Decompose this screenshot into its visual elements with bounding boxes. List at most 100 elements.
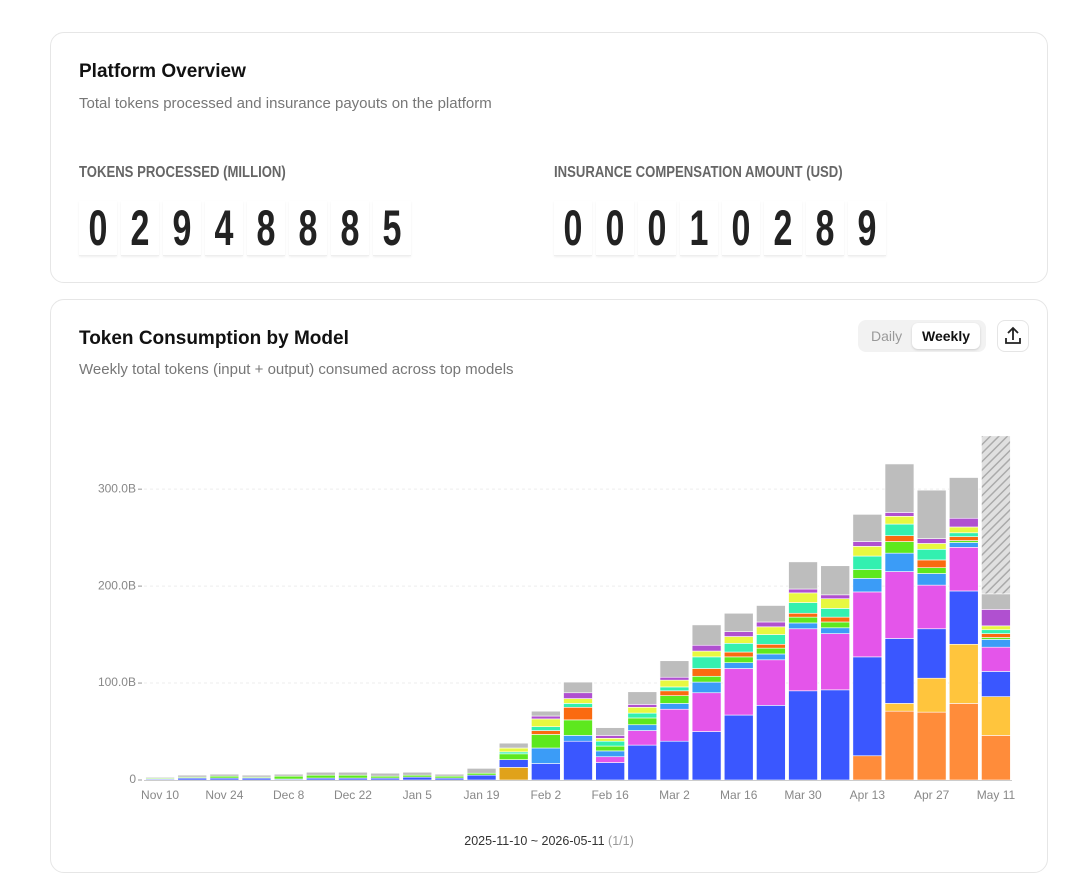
subtitle: Weekly total tokens (input + output) con…	[79, 361, 514, 378]
x-tick-label: Nov 10	[141, 788, 179, 802]
bar-segment	[145, 776, 175, 779]
digit: 4	[205, 201, 243, 256]
bar-segment	[498, 747, 529, 753]
bar-segment	[273, 773, 304, 777]
bar-segment	[595, 745, 625, 752]
x-tick-label: Feb 16	[591, 788, 629, 802]
subtitle: Total tokens processed and insurance pay…	[79, 95, 492, 112]
bar-segment	[627, 717, 658, 726]
bar-segment	[338, 774, 368, 779]
toggle-weekly[interactable]: Weekly	[912, 323, 980, 349]
x-tick-label: Feb 2	[531, 788, 562, 802]
digit-text: 2	[773, 200, 793, 256]
bar-segment	[820, 621, 850, 629]
bar-segment	[981, 609, 1011, 627]
bar-segment	[563, 681, 593, 694]
digit: 1	[680, 201, 718, 256]
bar-segment	[756, 634, 786, 645]
bar-segment	[949, 703, 979, 781]
bar-segment	[756, 653, 786, 661]
bar-segment	[820, 633, 850, 691]
bar-segment	[916, 489, 947, 539]
bar-segment	[595, 735, 625, 739]
bar-segment	[723, 656, 754, 663]
bar-segment	[691, 675, 722, 683]
bar-segment	[563, 703, 593, 708]
bar-segment	[884, 523, 915, 536]
bar-segment	[916, 559, 947, 568]
bar-segment	[756, 621, 786, 628]
bar-segment	[498, 742, 529, 749]
digit: 0	[554, 201, 592, 256]
x-tick-label: May 11	[977, 788, 1016, 802]
bar-segment	[531, 710, 561, 717]
x-tick-label: Jan 19	[464, 788, 500, 802]
bar-segment	[563, 735, 593, 742]
bar-segment	[916, 538, 947, 544]
page-indicator: (1/1)	[608, 834, 634, 848]
export-button[interactable]	[997, 320, 1029, 352]
digit: 2	[121, 201, 159, 256]
bar-segment	[691, 681, 722, 694]
digit-text: 0	[563, 200, 583, 256]
bar-segment	[595, 727, 625, 736]
bar-segment	[531, 715, 561, 720]
bar-segment	[723, 662, 754, 669]
digit: 5	[373, 201, 411, 256]
bar-segment	[659, 679, 690, 688]
bar-segment	[659, 686, 690, 692]
bar-segment	[338, 771, 368, 776]
bar-segment	[852, 578, 883, 593]
bar-segment	[884, 463, 915, 513]
x-tick-label: Jan 5	[403, 788, 433, 802]
bar-segment	[306, 774, 336, 779]
bar-segment	[788, 561, 818, 590]
bar-segment	[498, 753, 529, 760]
digit-text: 0	[731, 200, 751, 256]
bar-segment	[852, 514, 883, 542]
range-text: 2025-11-10 ~ 2026-05-11	[464, 834, 605, 848]
bar-segment	[627, 706, 658, 714]
bar-segment	[756, 643, 786, 649]
bar-segment	[852, 656, 883, 757]
toggle-daily[interactable]: Daily	[871, 328, 903, 344]
bar-segment	[852, 546, 883, 557]
bar-segment	[949, 590, 979, 645]
bar-segment	[659, 660, 690, 678]
bar-segment	[916, 567, 947, 574]
bar-segment	[981, 671, 1011, 697]
bar-segment	[852, 591, 883, 658]
x-tick-label: Mar 2	[659, 788, 690, 802]
bar-segment	[981, 735, 1011, 781]
bar-segment	[981, 639, 1011, 648]
bar-segment	[884, 571, 915, 639]
bar-segment	[981, 633, 1011, 638]
y-tick-label: 300.0B	[98, 481, 136, 495]
bar-segment	[723, 714, 754, 781]
bar-segment	[627, 691, 658, 705]
digit-text: 1	[689, 200, 709, 256]
y-tick-label: 200.0B	[98, 578, 136, 592]
bar-segment	[981, 629, 1011, 634]
bar-segment	[852, 555, 883, 570]
digit-text: 8	[340, 200, 360, 256]
bar-segment	[659, 740, 690, 781]
digit: 8	[331, 201, 369, 256]
bar-segment	[884, 512, 915, 517]
bar-segment	[434, 773, 465, 777]
bar-segment	[691, 668, 722, 677]
bar-segment	[659, 690, 690, 696]
bar-segment	[756, 626, 786, 635]
bar-segment	[884, 638, 915, 704]
bar-segment	[627, 730, 658, 746]
bar-segment	[788, 588, 818, 594]
digit: 8	[289, 201, 327, 256]
x-tick-label: Dec 8	[273, 788, 305, 802]
bar-segment	[884, 710, 915, 781]
x-tick-label: Apr 13	[850, 788, 886, 802]
bar-segment	[627, 724, 658, 731]
bar-segment	[209, 773, 240, 777]
bar-segment	[916, 584, 947, 630]
